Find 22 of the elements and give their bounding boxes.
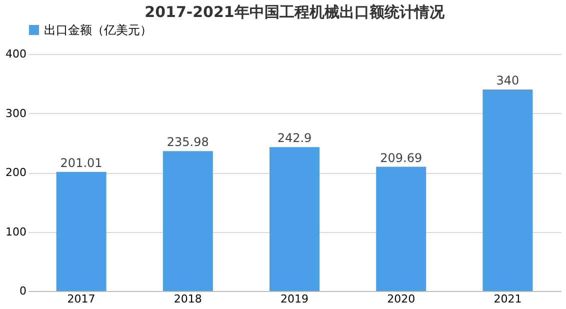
y-tick-label: 300 bbox=[6, 106, 26, 120]
data-label: 201.01 bbox=[60, 156, 102, 170]
bar bbox=[162, 151, 213, 291]
x-tick-label: 2017 bbox=[67, 292, 96, 306]
bar bbox=[270, 147, 320, 291]
data-label: 209.69 bbox=[380, 150, 422, 165]
legend-label: 出口金额（亿美元） bbox=[44, 23, 152, 37]
bar bbox=[482, 90, 533, 291]
y-tick-label: 400 bbox=[6, 48, 26, 60]
x-tick-label: 2018 bbox=[174, 292, 202, 306]
data-label: 235.98 bbox=[166, 135, 209, 150]
bar bbox=[376, 166, 426, 291]
y-tick-label: 200 bbox=[6, 166, 26, 179]
x-tick-label: 2020 bbox=[387, 292, 416, 306]
y-tick-label: 100 bbox=[6, 225, 26, 238]
bar bbox=[56, 172, 106, 291]
data-label: 340 bbox=[496, 74, 520, 88]
x-tick-label: 2021 bbox=[494, 292, 522, 306]
y-tick-label: 0 bbox=[20, 284, 26, 298]
x-tick-label: 2019 bbox=[280, 292, 308, 306]
data-label: 242.9 bbox=[277, 131, 312, 146]
chart-title: 2017-2021年中国工程机械出口额统计情况 bbox=[144, 3, 446, 21]
